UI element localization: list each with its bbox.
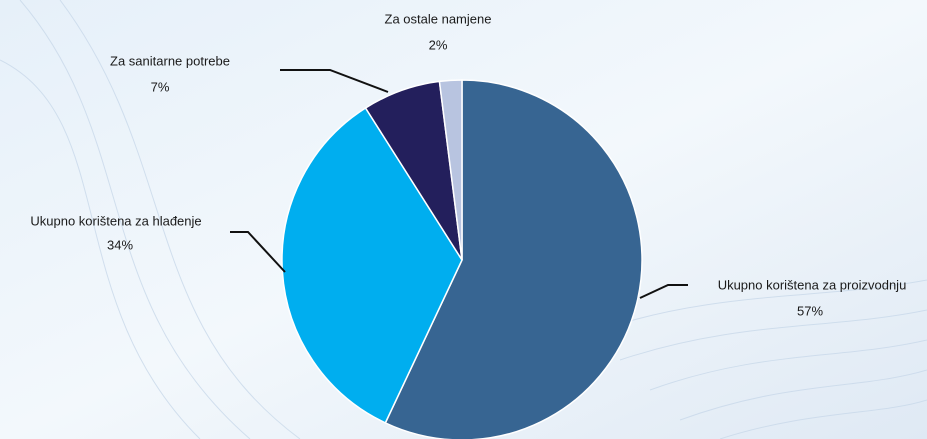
leader-line — [230, 231, 286, 273]
slice-label: Za sanitarne potrebe — [110, 53, 230, 68]
slice-value-label: 2% — [429, 37, 448, 52]
leader-line — [280, 69, 389, 93]
leader-line — [639, 284, 688, 299]
slice-label: Za ostale namjene — [385, 11, 492, 26]
slice-value-label: 34% — [107, 237, 133, 252]
slice-value-label: 7% — [151, 79, 170, 94]
pie-slice — [384, 79, 643, 439]
slice-label: Ukupno korištena za proizvodnju — [718, 277, 907, 292]
slice-label: Ukupno korištena za hlađenje — [30, 213, 201, 228]
pie-slice — [438, 79, 463, 261]
pie-slice — [281, 106, 463, 424]
slice-value-label: 57% — [797, 303, 823, 318]
